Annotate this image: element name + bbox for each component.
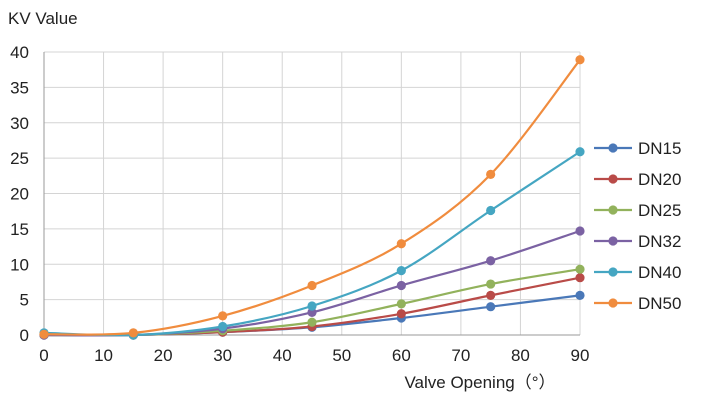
data-point xyxy=(575,226,585,236)
data-point xyxy=(396,309,406,319)
y-tick-label: 20 xyxy=(10,185,29,204)
data-point xyxy=(486,169,496,179)
legend-item-dn20: DN20 xyxy=(594,170,681,189)
x-tick-label: 40 xyxy=(273,346,292,365)
data-point xyxy=(307,307,317,317)
data-point xyxy=(486,302,496,312)
x-tick-label: 80 xyxy=(511,346,530,365)
legend-swatch-marker xyxy=(608,143,618,153)
legend-swatch-marker xyxy=(608,267,618,277)
legend-swatch-marker xyxy=(608,298,618,308)
data-point xyxy=(486,205,496,216)
legend-swatch-marker xyxy=(608,174,618,184)
data-point xyxy=(486,290,496,300)
series-dn50 xyxy=(39,55,585,339)
y-tick-label: 30 xyxy=(10,114,29,133)
y-tick-label: 40 xyxy=(10,43,29,62)
legend-label: DN25 xyxy=(638,201,681,220)
data-point xyxy=(575,264,585,274)
legend-item-dn25: DN25 xyxy=(594,201,681,220)
data-point xyxy=(575,55,585,65)
legend-label: DN40 xyxy=(638,263,681,282)
data-point xyxy=(307,280,317,291)
x-tick-label: 60 xyxy=(392,346,411,365)
data-point xyxy=(575,273,585,283)
legend: DN15 DN20 DN25 DN32 DN40 DN50 xyxy=(594,139,681,313)
data-point xyxy=(39,329,49,339)
x-tick-label: 20 xyxy=(154,346,173,365)
data-point xyxy=(218,311,228,321)
axes: 0 10 20 30 40 50 60 70 80 90 0 5 10 15 20 25 30 35 40 xyxy=(10,43,589,365)
legend-label: DN15 xyxy=(638,139,681,158)
data-point xyxy=(307,317,317,327)
legend-item-dn15: DN15 xyxy=(594,139,681,158)
legend-label: DN32 xyxy=(638,232,681,251)
legend-label: DN50 xyxy=(638,294,681,313)
legend-item-dn50: DN50 xyxy=(594,294,681,313)
y-axis-label: KV Value xyxy=(8,9,78,28)
data-point xyxy=(486,279,496,289)
data-point xyxy=(218,321,228,332)
x-tick-label: 10 xyxy=(94,346,113,365)
data-point xyxy=(128,328,138,338)
legend-item-dn40: DN40 xyxy=(594,263,681,282)
data-point xyxy=(575,290,585,300)
x-tick-label: 30 xyxy=(213,346,232,365)
data-point xyxy=(396,299,406,309)
y-tick-label: 15 xyxy=(10,220,29,239)
y-tick-label: 5 xyxy=(20,291,29,310)
y-tick-label: 10 xyxy=(10,255,29,274)
series-group xyxy=(39,55,585,340)
y-tick-label: 0 xyxy=(20,326,29,345)
x-tick-label: 0 xyxy=(39,346,48,365)
y-tick-label: 25 xyxy=(10,149,29,168)
y-tick-label: 35 xyxy=(10,78,29,97)
legend-swatch-marker xyxy=(608,205,618,215)
data-point xyxy=(486,256,496,266)
x-tick-label: 90 xyxy=(571,346,590,365)
data-point xyxy=(396,239,406,249)
x-tick-label: 50 xyxy=(332,346,351,365)
legend-label: DN20 xyxy=(638,170,681,189)
data-point xyxy=(396,280,406,291)
x-tick-label: 70 xyxy=(451,346,470,365)
legend-swatch-marker xyxy=(608,236,618,246)
x-axis-label: Valve Opening（°） xyxy=(404,373,555,392)
data-point xyxy=(575,147,585,157)
data-point xyxy=(307,301,317,311)
data-point xyxy=(396,266,406,276)
legend-item-dn32: DN32 xyxy=(594,232,681,251)
